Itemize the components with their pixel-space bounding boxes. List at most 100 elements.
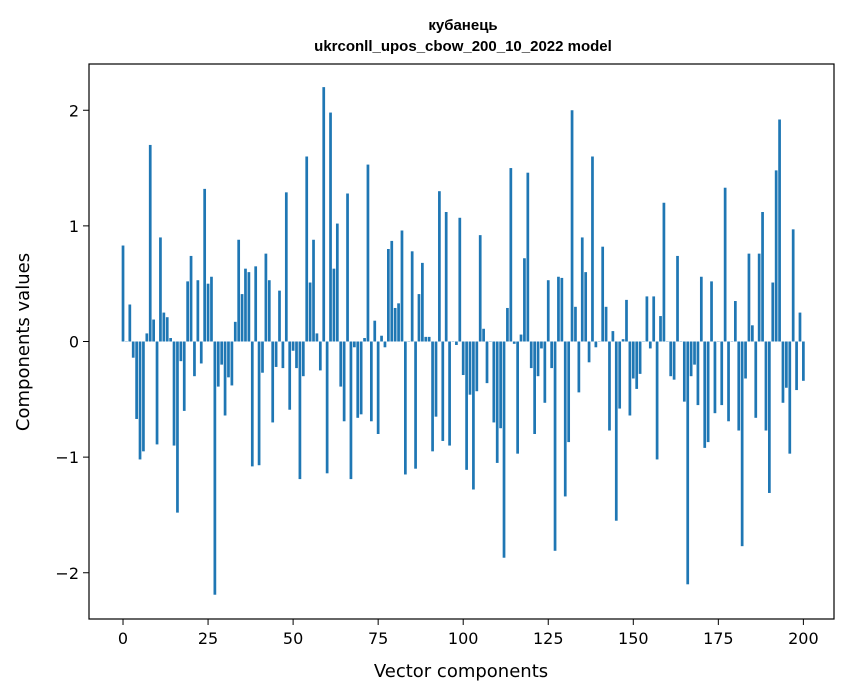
bar [747, 253, 751, 342]
bar [308, 282, 312, 342]
bar [359, 341, 363, 415]
bar [519, 334, 523, 342]
bar [703, 341, 707, 448]
bar [417, 294, 421, 342]
bar [577, 341, 581, 393]
bar [723, 187, 727, 342]
bar [165, 317, 169, 342]
bar [298, 341, 302, 480]
bar [369, 341, 373, 422]
bar [352, 341, 356, 348]
x-tick-label: 125 [533, 629, 564, 648]
bar [631, 341, 635, 379]
y-tick-label: 2 [69, 101, 79, 120]
bar [121, 245, 125, 342]
bar [574, 306, 577, 342]
bar [325, 341, 329, 474]
bar [240, 294, 244, 342]
bar [196, 280, 200, 342]
bar [591, 156, 594, 342]
bar [740, 341, 744, 547]
bar [533, 341, 536, 434]
bar [802, 341, 805, 381]
bar [397, 303, 400, 342]
bar [189, 255, 193, 342]
bar [485, 341, 489, 384]
bar [465, 341, 468, 470]
bar [145, 333, 149, 342]
bar [478, 235, 482, 342]
bar [727, 341, 730, 422]
bar [540, 341, 543, 349]
bar [720, 341, 724, 406]
bar [706, 341, 710, 443]
bar [798, 312, 802, 342]
bar [380, 335, 383, 342]
y-tick-label: −1 [55, 448, 79, 467]
bar [410, 251, 414, 342]
bar [424, 336, 428, 342]
bar [737, 341, 741, 431]
bar [778, 119, 781, 342]
bar [322, 87, 326, 342]
bar [237, 239, 241, 342]
bar [601, 246, 605, 342]
bar [444, 212, 448, 342]
bar [220, 341, 224, 365]
bar [142, 341, 145, 452]
bar [441, 341, 445, 441]
bar [363, 338, 366, 342]
bar [257, 341, 261, 466]
bar [213, 341, 217, 595]
bar [771, 282, 775, 342]
bar [655, 341, 659, 460]
bar [696, 341, 700, 406]
y-tick-label: 1 [69, 217, 79, 236]
bar [754, 341, 758, 418]
bar [557, 276, 560, 342]
bar [291, 341, 295, 351]
bars-group [121, 87, 805, 595]
bar [312, 239, 315, 342]
bar [179, 341, 183, 362]
bar [659, 316, 662, 342]
bar [267, 280, 271, 342]
bar [448, 341, 451, 446]
bar [455, 341, 458, 345]
x-tick-label: 50 [283, 629, 303, 648]
bar [499, 341, 502, 429]
x-axis-ticks: 0 25 50 75 100 125 150 175 200 [118, 619, 819, 648]
bar [791, 229, 795, 342]
bar [710, 281, 713, 342]
bar [193, 341, 196, 377]
bar [580, 237, 584, 342]
bar [699, 276, 703, 342]
bar [648, 341, 652, 349]
bar [216, 341, 220, 387]
bar [186, 281, 190, 342]
chart-title-word: кубанець [428, 17, 497, 34]
bar [628, 341, 632, 416]
bar [761, 212, 764, 342]
bar [495, 341, 499, 463]
bar [672, 341, 676, 380]
bar [138, 341, 142, 460]
bar [383, 341, 387, 348]
bar [468, 341, 472, 395]
bar [155, 341, 159, 445]
bar [288, 341, 292, 410]
bar [278, 290, 281, 342]
bar [621, 339, 625, 342]
bar [611, 331, 615, 342]
bar [645, 296, 649, 342]
x-tick-label: 100 [448, 629, 479, 648]
bar [523, 258, 526, 342]
bar [295, 341, 298, 369]
bar [689, 341, 693, 377]
bar [584, 272, 588, 342]
bar [512, 341, 516, 344]
bar [788, 341, 792, 454]
bar [638, 341, 642, 374]
bar [751, 325, 754, 342]
bar [536, 341, 540, 377]
